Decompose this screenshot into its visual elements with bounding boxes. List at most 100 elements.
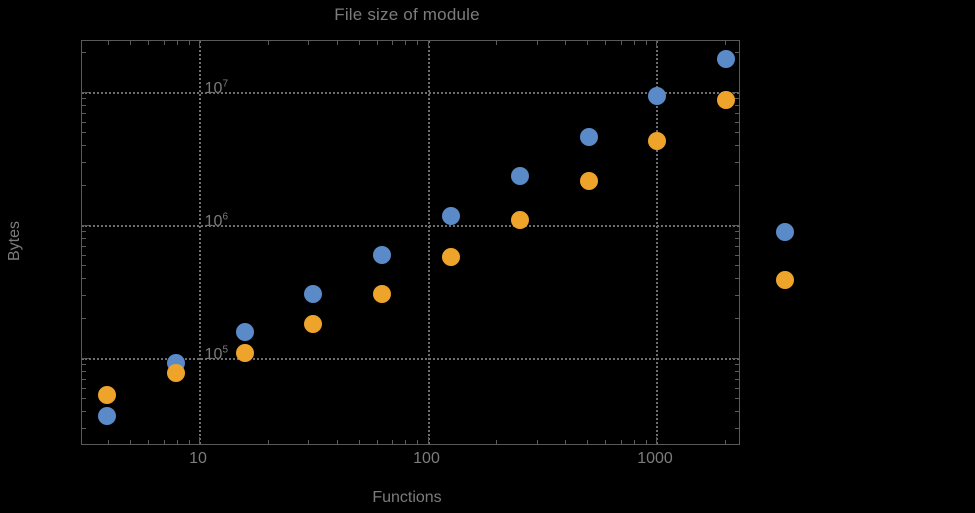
data-point[interactable] [98,385,117,404]
data-point[interactable] [98,407,117,425]
data-point[interactable] [373,246,392,265]
gridline-vertical [199,41,201,444]
y-axis-tick-minor [82,364,86,366]
data-point[interactable] [648,86,667,105]
x-axis-tick-minor [536,41,538,45]
data-point[interactable] [235,344,254,363]
y-axis-tick-minor [82,254,86,256]
data-point[interactable] [717,49,736,68]
data-point[interactable] [441,206,460,225]
data-point[interactable] [510,166,529,185]
data-point[interactable] [441,248,460,267]
x-axis-tick-minor [358,440,360,444]
y-axis-tick-major [82,92,89,93]
y-axis-tick-minor [735,161,739,163]
x-axis-tick-minor [392,440,394,444]
y-axis-tick-minor [82,427,86,429]
y-axis-tick-major [82,358,89,359]
data-point[interactable] [648,132,667,151]
y-axis-tick-minor [735,378,739,380]
data-point[interactable] [775,223,794,242]
y-axis-tick-minor [735,144,739,146]
x-axis-tick-minor [176,440,178,444]
x-axis-tick-minor [376,41,378,45]
y-tick-exponent: 6 [222,211,228,223]
y-axis-tick-minor [82,104,86,106]
x-axis-tick-major [656,41,657,48]
x-axis-tick-major [656,437,657,444]
x-axis-tick-minor [565,41,567,45]
y-axis-tick-major [82,225,89,226]
data-point[interactable] [579,172,598,191]
y-axis-tick-minor [82,317,86,319]
data-point[interactable] [579,128,598,147]
y-axis-tick-minor [735,237,739,239]
y-axis-tick-minor [82,294,86,296]
x-axis-tick-minor [163,41,165,45]
y-axis-tick-minor [735,254,739,256]
y-axis-tick-minor [82,112,86,114]
y-axis-tick-minor [82,231,86,233]
y-axis-tick-minor [735,265,739,267]
y-axis-tick-minor [82,370,86,372]
x-axis-tick-minor [633,41,635,45]
x-axis-tick-minor [130,41,132,45]
x-axis-tick-minor [620,440,622,444]
x-axis-tick-major [199,437,200,444]
y-axis-tick-minor [82,410,86,412]
y-axis-tick-major [732,92,739,93]
x-axis-tick-minor [336,41,338,45]
x-axis-tick-minor [417,41,419,45]
y-axis-tick-minor [735,132,739,134]
y-axis-tick-major [732,358,739,359]
y-axis-tick-minor [735,294,739,296]
y-tick-exponent: 7 [222,78,228,90]
x-axis-tick-minor [605,440,607,444]
x-axis-tick-minor [308,440,310,444]
x-axis-tick-minor [392,41,394,45]
y-axis-tick-minor [82,144,86,146]
x-tick-label: 1000 [637,450,673,467]
x-axis-tick-minor [417,440,419,444]
y-axis-tick-minor [82,387,86,389]
x-axis-tick-major [199,41,200,48]
x-axis-tick-minor [724,440,726,444]
y-axis-tick-minor [82,51,86,53]
y-axis-tick-minor [735,121,739,123]
x-axis-tick-minor [130,440,132,444]
x-axis-tick-minor [587,440,589,444]
gridline-horizontal [82,225,739,227]
data-point[interactable] [304,284,323,303]
y-axis-tick-minor [82,98,86,100]
y-axis-tick-minor [82,398,86,400]
x-axis-tick-minor [308,41,310,45]
x-tick-label: 10 [189,450,207,467]
x-axis-tick-minor [605,41,607,45]
x-axis-tick-minor [633,440,635,444]
data-point[interactable] [775,270,794,289]
data-point[interactable] [235,322,254,341]
x-axis-tick-major [427,41,429,48]
x-axis-tick-minor [405,440,407,444]
x-axis-tick-minor [645,41,647,45]
x-axis-tick-minor [267,41,269,45]
y-axis-tick-minor [735,112,739,114]
gridline-vertical [656,41,658,444]
data-point[interactable] [510,211,529,230]
data-point[interactable] [304,314,323,333]
x-axis-tick-minor [336,440,338,444]
y-axis-tick-minor [82,132,86,134]
data-point[interactable] [166,363,185,382]
x-axis-tick-minor [496,41,498,45]
y-axis-tick-minor [735,51,739,53]
x-axis-tick-minor [148,41,150,45]
x-axis-tick-minor [536,440,538,444]
y-axis-tick-minor [735,364,739,366]
data-point[interactable] [717,91,736,110]
gridline-horizontal [82,92,739,94]
y-axis-tick-minor [735,231,739,233]
data-point[interactable] [373,284,392,303]
chart-title: File size of module [334,5,480,24]
